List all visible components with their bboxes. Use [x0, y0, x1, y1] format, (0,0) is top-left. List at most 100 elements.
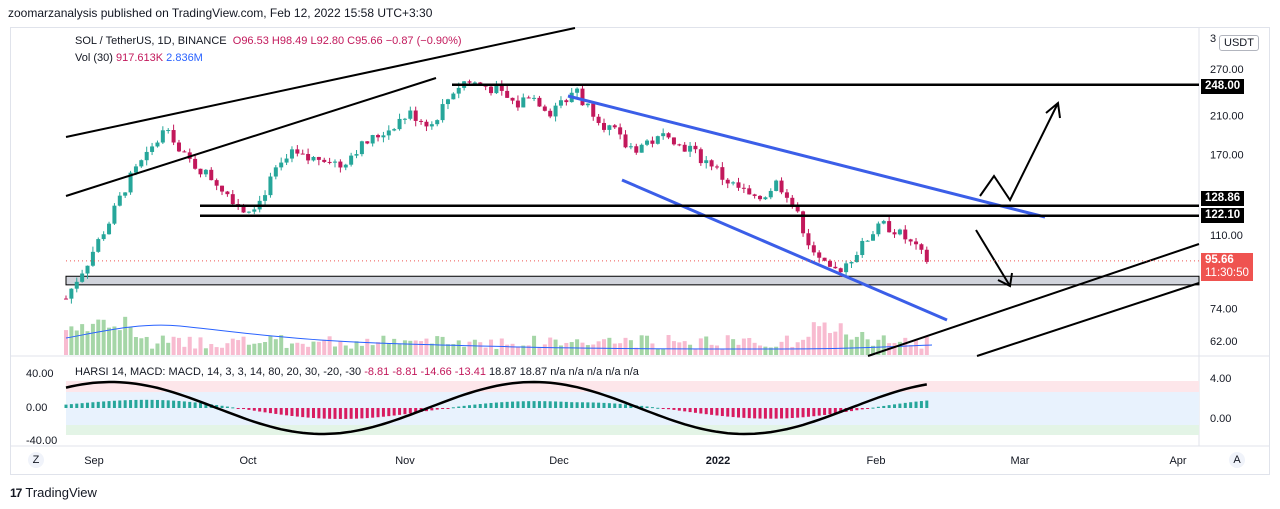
candle-body	[160, 130, 165, 143]
candle-body	[284, 158, 289, 163]
volume-bar	[714, 345, 719, 355]
zoom-left-button[interactable]: Z	[28, 452, 44, 468]
volume-bar	[69, 326, 74, 355]
volume-bar	[564, 342, 569, 355]
volume-bar	[698, 338, 703, 355]
histogram-bar	[656, 407, 660, 409]
volume-bar	[914, 339, 919, 355]
volume-bar	[854, 336, 859, 355]
histogram-bar	[548, 401, 552, 408]
candle-body	[854, 255, 859, 263]
trend-drawings	[65, 27, 1200, 357]
volume-bar	[241, 336, 246, 355]
histogram-bar	[903, 402, 907, 408]
candle-body	[268, 176, 273, 196]
volume-bar	[257, 343, 262, 355]
volume-bar	[650, 343, 655, 355]
volume-bar	[252, 343, 257, 355]
volume-bar	[833, 331, 838, 355]
candle-body	[575, 88, 580, 93]
histogram-bar	[494, 402, 498, 408]
candle-body	[671, 137, 676, 145]
histogram-bar	[909, 402, 913, 408]
histogram-bar	[258, 408, 262, 412]
histogram-bar	[575, 402, 579, 408]
candle-body	[413, 110, 418, 121]
volume-bar	[176, 337, 181, 355]
histogram-bar	[279, 408, 283, 415]
histogram-bar	[301, 408, 305, 418]
volume-bar	[682, 341, 687, 355]
candle-body	[612, 125, 617, 128]
volume-bar	[112, 326, 117, 355]
candle-body	[709, 160, 714, 167]
volume-bar	[316, 341, 321, 355]
histogram-bar	[231, 407, 235, 409]
macd-value: n/a	[568, 366, 587, 378]
candle-body	[64, 298, 68, 300]
histogram-bar	[118, 400, 122, 408]
histogram-bar	[349, 408, 353, 419]
candle-body	[166, 130, 171, 132]
volume-bar	[144, 336, 149, 355]
histogram-bar	[801, 408, 805, 418]
candle-body	[822, 257, 827, 261]
price-tick: 270.00	[1210, 64, 1244, 76]
histogram-bar	[398, 408, 402, 415]
histogram-bar	[462, 405, 466, 408]
volume-bar	[419, 341, 424, 355]
histogram-bar	[311, 408, 315, 418]
volume-bar	[123, 316, 128, 355]
candle-body	[214, 180, 219, 186]
candle-body	[338, 161, 343, 168]
histogram-bar	[381, 408, 385, 417]
candle-body	[515, 100, 520, 108]
macd-legend[interactable]: HARSI 14, MACD: MACD, 14, 3, 3, 14, 80, …	[75, 366, 639, 378]
histogram-bar	[145, 399, 149, 408]
currency-button[interactable]: USDT	[1219, 35, 1259, 51]
symbol-legend[interactable]: SOL / TetherUS, 1D, BINANCE O96.53 H98.4…	[75, 35, 462, 47]
volume-bar	[768, 347, 773, 355]
candle-body	[456, 87, 461, 94]
publisher-header: zoomarzanalysis published on TradingView…	[8, 6, 433, 20]
volume-bar	[478, 342, 483, 355]
histogram-bar	[274, 408, 278, 414]
volume-bar	[408, 340, 413, 355]
histogram-bar	[650, 407, 654, 409]
volume-bar	[881, 335, 886, 355]
volume-bar	[924, 336, 929, 355]
histogram-bar	[785, 408, 789, 419]
histogram-bar	[188, 401, 192, 408]
histogram-bar	[478, 403, 482, 408]
histogram-bar	[661, 408, 665, 409]
histogram-bar	[537, 401, 541, 408]
high-value: 98.49	[279, 35, 308, 47]
volume-label: Vol (30)	[75, 52, 113, 64]
volume-bar	[107, 327, 112, 355]
support-zone	[65, 275, 1200, 286]
candle-body	[386, 130, 391, 136]
candle-body	[505, 90, 510, 98]
histogram-bar	[344, 408, 348, 419]
auto-scale-button[interactable]: A	[1229, 452, 1245, 468]
histogram-bar	[112, 400, 116, 408]
downtrend-upper-line	[567, 94, 1046, 219]
uptrend-line-1	[867, 243, 1200, 357]
histogram-bar	[123, 400, 127, 408]
candle-body	[542, 106, 547, 111]
close-label: C	[347, 35, 356, 47]
volume-bar	[515, 346, 520, 355]
macd-value: n/a	[550, 366, 569, 378]
candle-body	[817, 252, 822, 258]
histogram-bar	[457, 406, 461, 408]
horizontal-levels	[66, 83, 1199, 262]
candle-body	[370, 135, 375, 144]
volume-bar	[128, 326, 133, 355]
volume-legend[interactable]: Vol (30) 917.613K 2.836M	[75, 52, 203, 64]
last-price-tag: 95.66 11:30:50	[1201, 253, 1253, 281]
candle-body	[741, 187, 746, 189]
candle-body	[365, 141, 370, 144]
candle-body	[924, 249, 929, 262]
candle-body	[887, 221, 892, 233]
